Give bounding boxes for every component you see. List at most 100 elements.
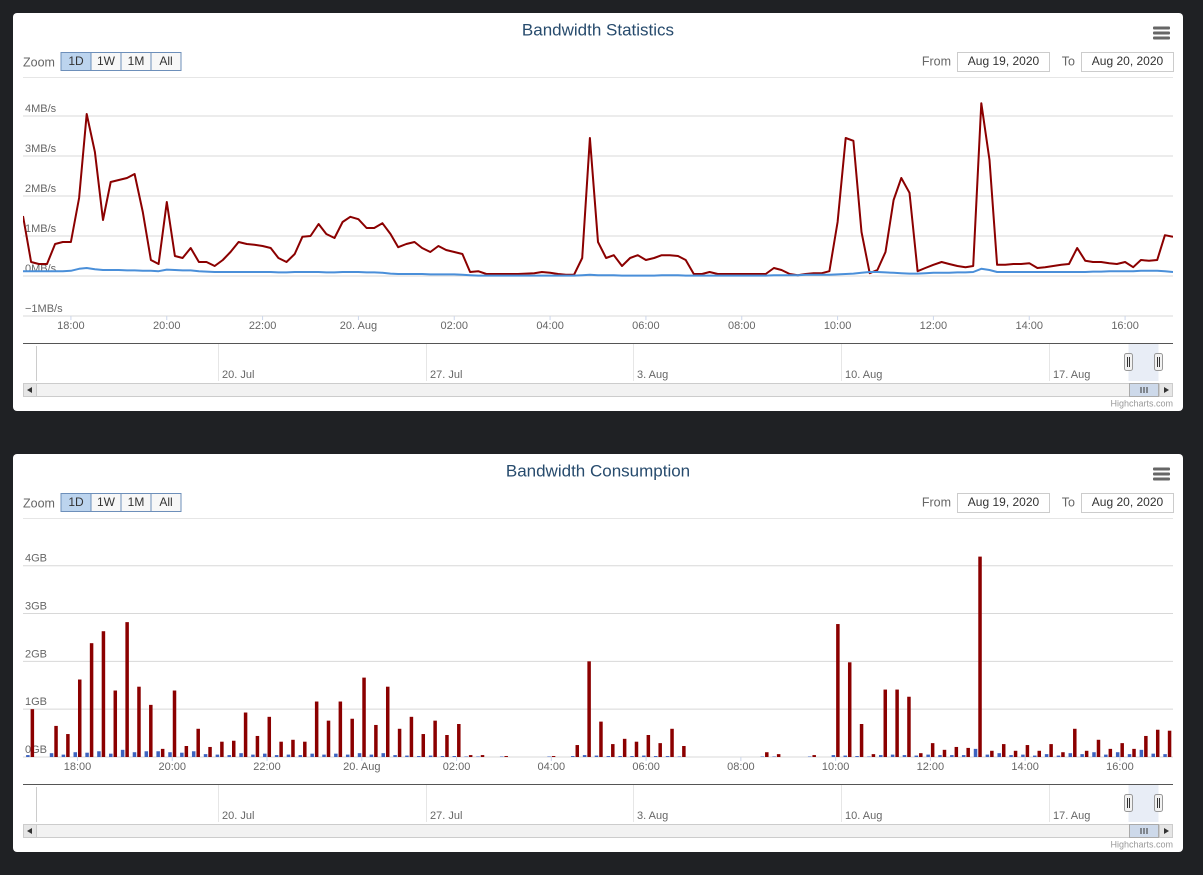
bar: [468, 755, 473, 757]
to-label: To: [1062, 54, 1075, 68]
bar: [1013, 750, 1018, 757]
navigator: 20. Jul 27. Jul 3. Aug 10. Aug 17. Aug: [23, 784, 1173, 823]
bar: [895, 689, 899, 757]
zoom-button-label: 1M: [128, 495, 145, 509]
x-tick-label: 12:00: [917, 761, 945, 773]
zoom-button[interactable]: All: [150, 52, 182, 71]
zoom-button-label: 1D: [68, 54, 84, 68]
bar: [1167, 730, 1172, 757]
bar: [907, 696, 911, 757]
bar: [575, 745, 580, 757]
y-tick-label: 2GB: [25, 648, 47, 660]
zoom-button[interactable]: 1W: [90, 493, 122, 512]
zoom-button-label: 1D: [68, 495, 84, 509]
y-tick-label: 4GB: [25, 553, 47, 565]
bar: [291, 739, 295, 757]
bar: [985, 754, 990, 757]
bar: [286, 754, 291, 757]
export-menu-button[interactable]: [1153, 26, 1170, 40]
bar: [571, 756, 575, 757]
zoom-button[interactable]: All: [150, 493, 182, 512]
navigator-handle[interactable]: [1124, 794, 1133, 812]
x-tick-label: 06:00: [632, 320, 660, 332]
scrollbar-thumb[interactable]: [1129, 824, 1159, 838]
handle-body: [1124, 353, 1133, 371]
bar: [397, 728, 402, 757]
bar: [26, 755, 30, 757]
credit: Highcharts.com: [1110, 839, 1173, 849]
scrollbar-thumb[interactable]: [1129, 383, 1159, 397]
bar: [622, 738, 627, 757]
scrollbar-track: [23, 824, 1173, 838]
x-tick-label: 14:00: [1015, 320, 1043, 332]
y-tick-label: 1GB: [25, 696, 47, 708]
zoom-button[interactable]: 1D: [60, 52, 92, 71]
handle-body: [1154, 794, 1163, 812]
bar: [326, 720, 331, 757]
navigator-selection: [1128, 785, 1159, 822]
bar: [480, 755, 485, 757]
bar: [385, 686, 390, 757]
export-menu-button[interactable]: [1153, 467, 1170, 481]
bar: [30, 709, 35, 757]
zoom-button[interactable]: 1M: [120, 493, 152, 512]
bar: [942, 749, 947, 757]
from-date-input[interactable]: Aug 19, 2020: [957, 493, 1050, 513]
navigator-bg: [23, 343, 1173, 382]
to-date: Aug 20, 2020: [1092, 495, 1164, 509]
bar: [1001, 744, 1006, 757]
bar: [231, 740, 236, 757]
zoom-button[interactable]: 1W: [90, 52, 122, 71]
to-date-input[interactable]: Aug 20, 2020: [1081, 493, 1174, 513]
zoom-button-label: All: [159, 495, 172, 509]
zoom-button[interactable]: 1M: [120, 52, 152, 71]
bar: [879, 755, 883, 757]
bar: [1084, 750, 1089, 757]
bar: [1049, 744, 1053, 757]
zoom-button[interactable]: 1D: [60, 493, 92, 512]
navigator-selection: [1128, 344, 1159, 381]
bar: [765, 752, 769, 757]
bar: [381, 753, 385, 757]
bar: [109, 753, 113, 757]
from-date-input[interactable]: Aug 19, 2020: [957, 52, 1050, 72]
bar: [334, 753, 338, 757]
navigator-handle[interactable]: [1124, 353, 1133, 371]
plot-area: [23, 102, 1173, 277]
scroll-left-button[interactable]: [23, 824, 37, 838]
bar: [634, 741, 639, 757]
x-tick-label: 18:00: [64, 761, 92, 773]
bar: [871, 754, 876, 757]
navigator-handle[interactable]: [1154, 353, 1163, 371]
bar: [428, 755, 433, 757]
x-tick-label: 04:00: [536, 320, 564, 332]
bar: [421, 734, 426, 757]
bar: [350, 718, 354, 757]
bar: [1155, 729, 1160, 757]
bar: [445, 735, 449, 757]
bar: [812, 755, 816, 757]
navigator-handle[interactable]: [1154, 794, 1163, 812]
bar: [113, 690, 118, 757]
bar: [168, 752, 172, 757]
bar: [215, 754, 220, 757]
bar: [137, 686, 141, 757]
bar: [990, 750, 994, 757]
to-date-input[interactable]: Aug 20, 2020: [1081, 52, 1174, 72]
bar: [149, 704, 153, 757]
scroll-right-button[interactable]: [1159, 824, 1173, 838]
menu-icon-bar: [1153, 26, 1170, 30]
bar: [1163, 754, 1167, 757]
bar: [836, 624, 840, 757]
bar: [1025, 745, 1030, 757]
zoom-label: Zoom: [23, 55, 55, 69]
bar: [54, 725, 58, 757]
bar: [859, 724, 864, 757]
x-tick-label: 14:00: [1011, 761, 1039, 773]
to-date: Aug 20, 2020: [1092, 54, 1164, 68]
bar: [1104, 754, 1108, 757]
scroll-right-button[interactable]: [1159, 383, 1173, 397]
scroll-left-button[interactable]: [23, 383, 37, 397]
navigator-label: 17. Aug: [1053, 369, 1090, 381]
bar: [1061, 752, 1065, 757]
